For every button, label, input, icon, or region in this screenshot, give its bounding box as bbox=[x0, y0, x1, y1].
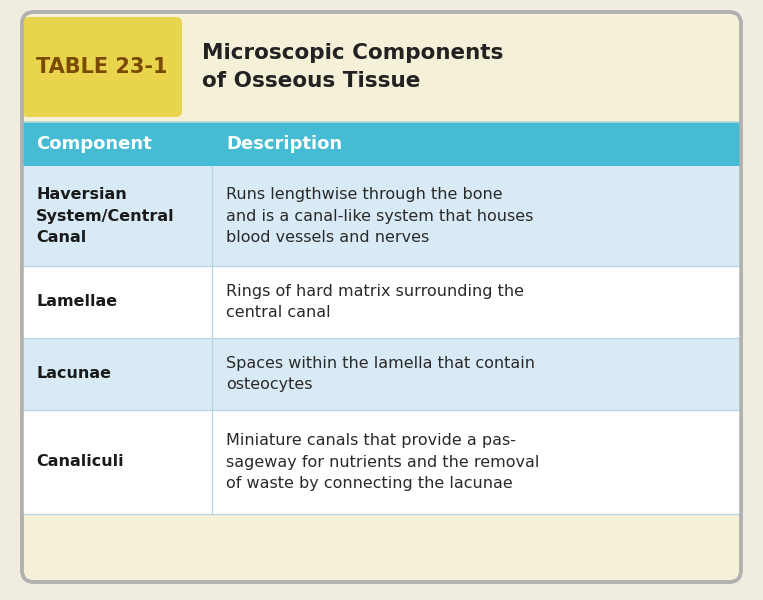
Text: Lamellae: Lamellae bbox=[36, 295, 118, 310]
Text: Microscopic Components: Microscopic Components bbox=[202, 43, 504, 63]
Text: Lacunae: Lacunae bbox=[36, 367, 111, 382]
Text: Runs lengthwise through the bone
and is a canal-like system that houses
blood ve: Runs lengthwise through the bone and is … bbox=[226, 187, 533, 245]
Bar bbox=[22, 166, 741, 266]
Bar bbox=[22, 266, 741, 338]
Text: Miniature canals that provide a pas-
sageway for nutrients and the removal
of wa: Miniature canals that provide a pas- sag… bbox=[226, 433, 539, 491]
Text: Component: Component bbox=[36, 135, 152, 153]
Text: Rings of hard matrix surrounding the
central canal: Rings of hard matrix surrounding the cen… bbox=[226, 284, 524, 320]
Text: TABLE 23-1: TABLE 23-1 bbox=[37, 57, 168, 77]
Bar bbox=[22, 338, 741, 410]
Text: Haversian
System/Central
Canal: Haversian System/Central Canal bbox=[36, 187, 175, 245]
Bar bbox=[22, 410, 741, 514]
FancyBboxPatch shape bbox=[22, 17, 182, 117]
Text: Spaces within the lamella that contain
osteocytes: Spaces within the lamella that contain o… bbox=[226, 356, 535, 392]
Text: of Osseous Tissue: of Osseous Tissue bbox=[202, 71, 420, 91]
Text: Description: Description bbox=[226, 135, 342, 153]
FancyBboxPatch shape bbox=[22, 12, 741, 582]
Text: Canaliculi: Canaliculi bbox=[36, 455, 124, 469]
Bar bbox=[22, 122, 741, 166]
